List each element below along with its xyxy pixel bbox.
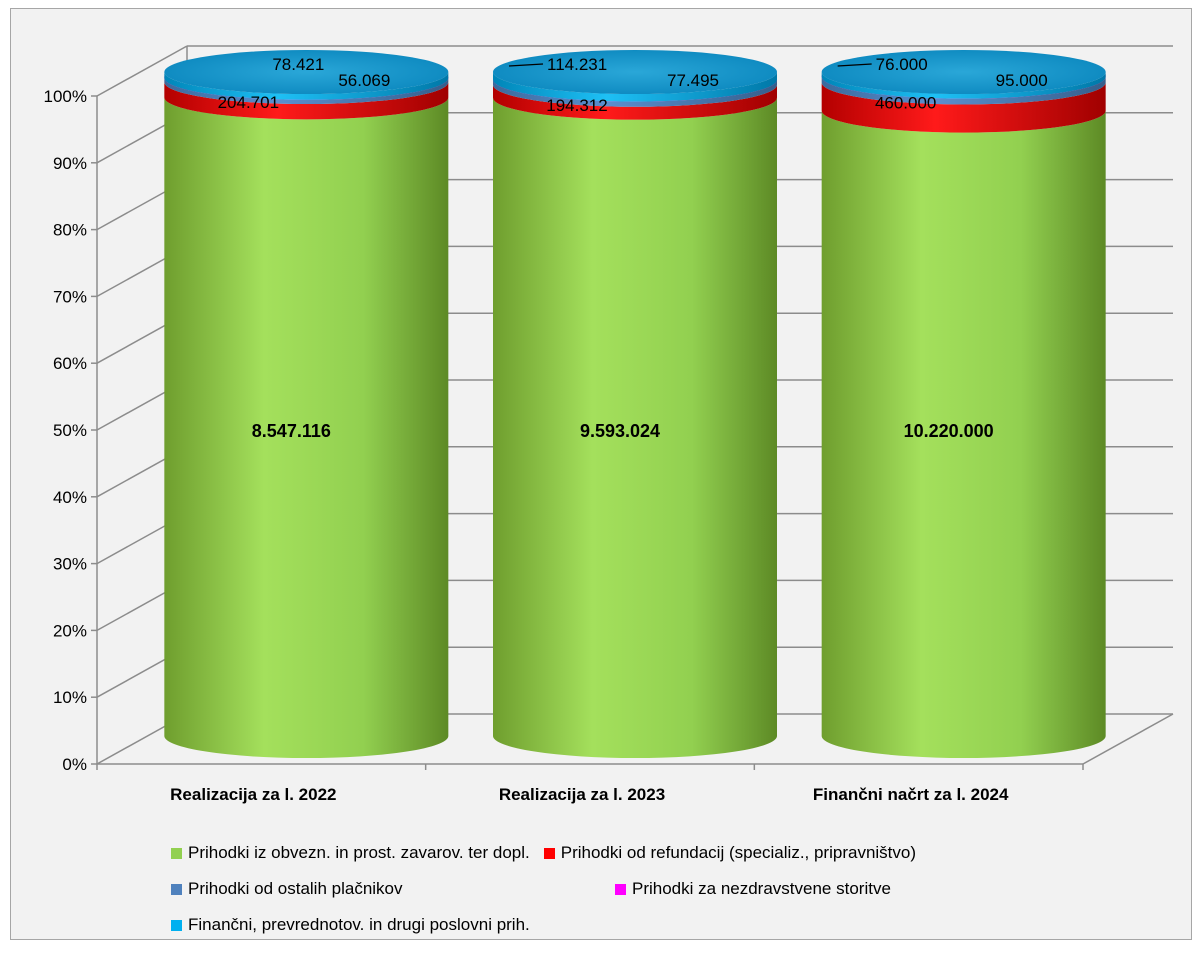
segment-ostalih [821, 76, 1106, 105]
floor-right-edge [1082, 713, 1174, 765]
cylinder-top [821, 50, 1106, 94]
y-tick-label: 20% [53, 621, 87, 640]
grid-diagonal [96, 45, 188, 97]
data-label-ostalih: 77.495 [667, 71, 719, 90]
data-label-financni: 78.421 [272, 55, 324, 74]
y-tick-label: 100% [44, 87, 87, 106]
y-tick-label: 40% [53, 488, 87, 507]
y-tick-label: 30% [53, 555, 87, 574]
data-label-obvezn: 10.220.000 [904, 421, 994, 441]
legend-swatch-red [543, 847, 555, 859]
y-axis: 0% 10% 20% 30% 40% 50% 60% 70% 80% 90% 100% [44, 87, 97, 774]
category-label: Realizacija za l. 2022 [170, 785, 336, 804]
y-tick-label: 50% [53, 421, 87, 440]
legend-item-ostalih: Prihodki od ostalih plačnikov [171, 879, 601, 899]
data-label-refundacij: 204.701 [218, 93, 279, 112]
category-label: Realizacija za l. 2023 [499, 785, 665, 804]
y-tick-label: 60% [53, 354, 87, 373]
chart-area: 0% 10% 20% 30% 40% 50% 60% 70% 80% 90% 100% Realiz… [44, 45, 1174, 804]
data-label-refundacij: 460.000 [875, 93, 936, 112]
data-label-financni: 114.231 [547, 55, 607, 74]
legend: Prihodki iz obvezn. in prost. zavarov. t… [171, 835, 1131, 943]
legend-item-nezdravstvene: Prihodki za nezdravstvene storitve [615, 879, 891, 899]
y-tick-label: 70% [53, 287, 87, 306]
segment-financni [821, 72, 1106, 99]
segment-ostalih [164, 77, 449, 105]
data-labels: 8.547.116 204.701 56.069 78.421 9.593.024 194… [218, 55, 1048, 441]
category-label: Finančni načrt za l. 2024 [813, 785, 1009, 804]
cylinder-top [493, 50, 777, 94]
legend-item-financni: Finančni, prevrednotov. in drugi poslovn… [171, 915, 530, 935]
legend-label: Prihodki za nezdravstvene storitve [632, 879, 891, 898]
y-tick-label: 0% [62, 755, 87, 774]
segment-refundacij [164, 82, 449, 120]
legend-label: Finančni, prevrednotov. in drugi poslovn… [188, 915, 530, 934]
chart-frame: 0% 10% 20% 30% 40% 50% 60% 70% 80% 90% 100% Realiz… [10, 8, 1192, 940]
x-axis: Realizacija za l. 2022 Realizacija za l. … [96, 764, 1084, 804]
legend-label: Prihodki iz obvezn. in prost. zavarov. t… [188, 843, 530, 862]
legend-item-refundacij: Prihodki od refundacij (specializ., prip… [543, 843, 917, 863]
data-label-obvezn: 8.547.116 [252, 421, 331, 441]
y-tick-label: 90% [53, 154, 87, 173]
segment-obvezn [164, 97, 449, 759]
legend-row: Prihodki iz obvezn. in prost. zavarov. t… [171, 835, 1131, 871]
legend-swatch-blue [171, 883, 182, 895]
legend-label: Prihodki od refundacij (specializ., prip… [560, 843, 917, 862]
cylinder-top [164, 50, 449, 94]
segment-refundacij [493, 84, 777, 120]
y-tick-label: 80% [53, 221, 87, 240]
data-label-obvezn: 9.593.024 [580, 421, 660, 441]
segment-refundacij [821, 82, 1106, 133]
legend-row: Prihodki od ostalih plačnikov Prihodki z… [171, 871, 1131, 907]
leader-line [508, 63, 544, 67]
data-label-refundacij: 194.312 [546, 96, 607, 115]
legend-swatch-green [171, 847, 182, 859]
segment-ostalih [493, 79, 777, 107]
legend-label: Prihodki od ostalih plačnikov [188, 879, 403, 898]
legend-item-obvezn: Prihodki iz obvezn. in prost. zavarov. t… [171, 843, 530, 863]
leader-line [837, 63, 872, 67]
segment-financni [493, 72, 777, 102]
y-tick-label: 10% [53, 688, 87, 707]
legend-row: Finančni, prevrednotov. in drugi poslovn… [171, 907, 1131, 943]
legend-swatch-cyan [171, 919, 182, 931]
segment-obvezn [493, 97, 777, 758]
segment-obvezn [821, 110, 1106, 758]
data-label-ostalih: 95.000 [996, 71, 1048, 90]
legend-swatch-magenta [615, 883, 626, 895]
data-label-financni: 76.000 [876, 55, 928, 74]
segment-financni [164, 72, 449, 100]
plot-bars [164, 50, 1106, 759]
data-label-ostalih: 56.069 [338, 71, 390, 90]
